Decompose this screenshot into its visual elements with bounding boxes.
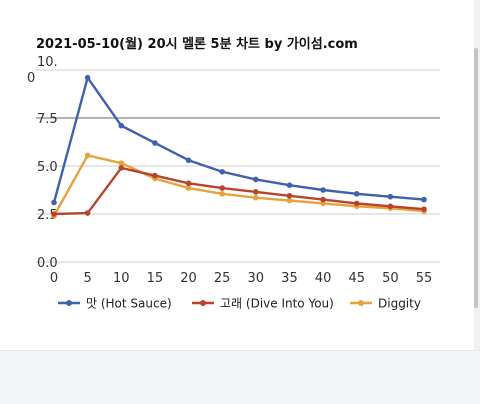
y-tick-label: 7.5 — [37, 112, 58, 127]
data-point — [118, 122, 125, 129]
legend-swatch-marker — [66, 300, 72, 306]
y-tick-label: 5.0 — [37, 160, 58, 175]
data-point — [286, 197, 293, 204]
series-line — [53, 166, 425, 216]
grid-lines — [36, 69, 440, 263]
data-point — [387, 193, 394, 200]
data-point — [219, 191, 225, 197]
x-tick-label: 35 — [281, 271, 298, 286]
data-point — [152, 140, 158, 146]
x-tick-label: 40 — [315, 271, 332, 286]
data-point — [353, 200, 360, 207]
x-tick-label: 10 — [113, 271, 130, 286]
x-tick-label: 15 — [147, 271, 164, 286]
data-point — [118, 160, 125, 166]
data-point — [320, 200, 326, 207]
legend-swatch-marker — [358, 300, 364, 306]
x-tick-label: 55 — [416, 271, 433, 286]
line-chart: 0.02.55.07.510.0 0 5 10 15 20 25 30 35 40 45 50 55 … — [27, 55, 440, 311]
data-point — [421, 196, 427, 203]
data-point — [219, 185, 225, 191]
data-point — [320, 196, 326, 203]
chart-title: 2021-05-10(월) 20시 멜론 5분 차트 by 가이섬.com — [36, 37, 358, 52]
series-line — [52, 76, 425, 203]
legend-label: 맛 (Hot Sauce) — [86, 297, 172, 311]
x-tick-label: 20 — [180, 271, 197, 286]
data-point — [353, 191, 360, 197]
data-point — [84, 74, 91, 81]
x-tick-label: 50 — [382, 271, 399, 286]
y-tick-label: 0 — [27, 71, 35, 86]
y-axis-ticks: 0.02.55.07.510.0 — [27, 55, 58, 271]
series-lines — [51, 74, 427, 219]
data-point — [118, 165, 125, 171]
legend-label: 고래 (Dive Into You) — [220, 297, 334, 311]
y-tick-label: 0.0 — [37, 256, 58, 271]
x-tick-label: 5 — [83, 271, 91, 286]
y-tick-label: 10. — [37, 55, 58, 70]
data-point — [286, 182, 293, 188]
data-point — [84, 210, 91, 216]
x-tick-label: 0 — [50, 271, 58, 286]
data-point — [387, 203, 394, 210]
page-footer — [0, 350, 480, 404]
data-point — [421, 206, 427, 212]
scrollbar-thumb[interactable] — [474, 48, 478, 308]
data-point — [253, 176, 259, 183]
data-point — [219, 168, 225, 175]
data-point — [185, 185, 192, 191]
legend: 맛 (Hot Sauce) 고래 (Dive Into You) Diggity — [58, 297, 421, 311]
data-point — [185, 157, 192, 164]
data-point — [320, 187, 326, 193]
data-point — [185, 180, 192, 187]
data-point — [253, 194, 259, 201]
x-tick-label: 45 — [348, 271, 365, 286]
data-point — [253, 189, 259, 195]
legend-label: Diggity — [378, 297, 421, 311]
data-point — [152, 172, 158, 179]
legend-swatch-marker — [200, 300, 206, 306]
x-tick-label: 30 — [248, 271, 265, 286]
x-axis-ticks: 0 5 10 15 20 25 30 35 40 45 50 55 — [50, 271, 432, 286]
series-line — [52, 154, 425, 217]
data-point — [84, 152, 91, 159]
x-tick-label: 25 — [214, 271, 231, 286]
data-point — [51, 211, 57, 217]
data-point — [286, 192, 293, 199]
data-point — [51, 199, 57, 206]
